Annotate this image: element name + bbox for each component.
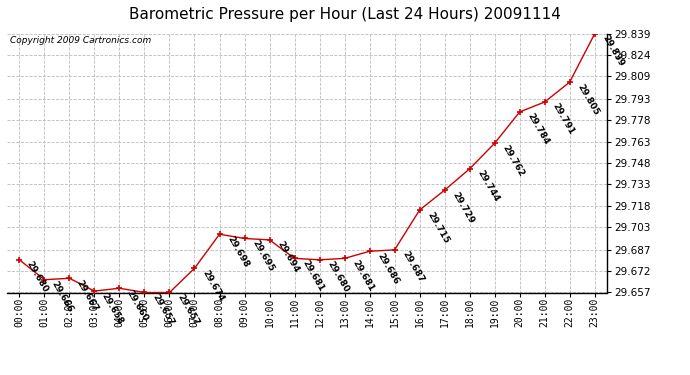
- Text: 29.791: 29.791: [550, 102, 575, 137]
- Text: 29.686: 29.686: [375, 251, 400, 286]
- Text: 29.681: 29.681: [300, 258, 325, 293]
- Text: 29.784: 29.784: [525, 112, 551, 147]
- Text: 29.667: 29.667: [75, 278, 100, 313]
- Text: Barometric Pressure per Hour (Last 24 Hours) 20091114: Barometric Pressure per Hour (Last 24 Ho…: [129, 8, 561, 22]
- Text: 29.729: 29.729: [450, 190, 475, 225]
- Text: 29.762: 29.762: [500, 143, 525, 178]
- Text: 29.805: 29.805: [575, 82, 600, 117]
- Text: 29.674: 29.674: [200, 268, 226, 303]
- Text: 29.660: 29.660: [125, 288, 150, 323]
- Text: 29.680: 29.680: [325, 260, 351, 294]
- Text: 29.715: 29.715: [425, 210, 451, 245]
- Text: 29.657: 29.657: [150, 292, 175, 327]
- Text: 29.839: 29.839: [600, 34, 625, 69]
- Text: 29.695: 29.695: [250, 238, 275, 273]
- Text: Copyright 2009 Cartronics.com: Copyright 2009 Cartronics.com: [10, 36, 151, 45]
- Text: 29.694: 29.694: [275, 240, 300, 275]
- Text: 29.680: 29.680: [25, 260, 50, 294]
- Text: 29.681: 29.681: [350, 258, 375, 293]
- Text: 29.744: 29.744: [475, 169, 500, 204]
- Text: 29.658: 29.658: [100, 291, 125, 326]
- Text: 29.698: 29.698: [225, 234, 250, 269]
- Text: 29.657: 29.657: [175, 292, 200, 327]
- Text: 29.666: 29.666: [50, 280, 75, 314]
- Text: 29.687: 29.687: [400, 250, 425, 285]
